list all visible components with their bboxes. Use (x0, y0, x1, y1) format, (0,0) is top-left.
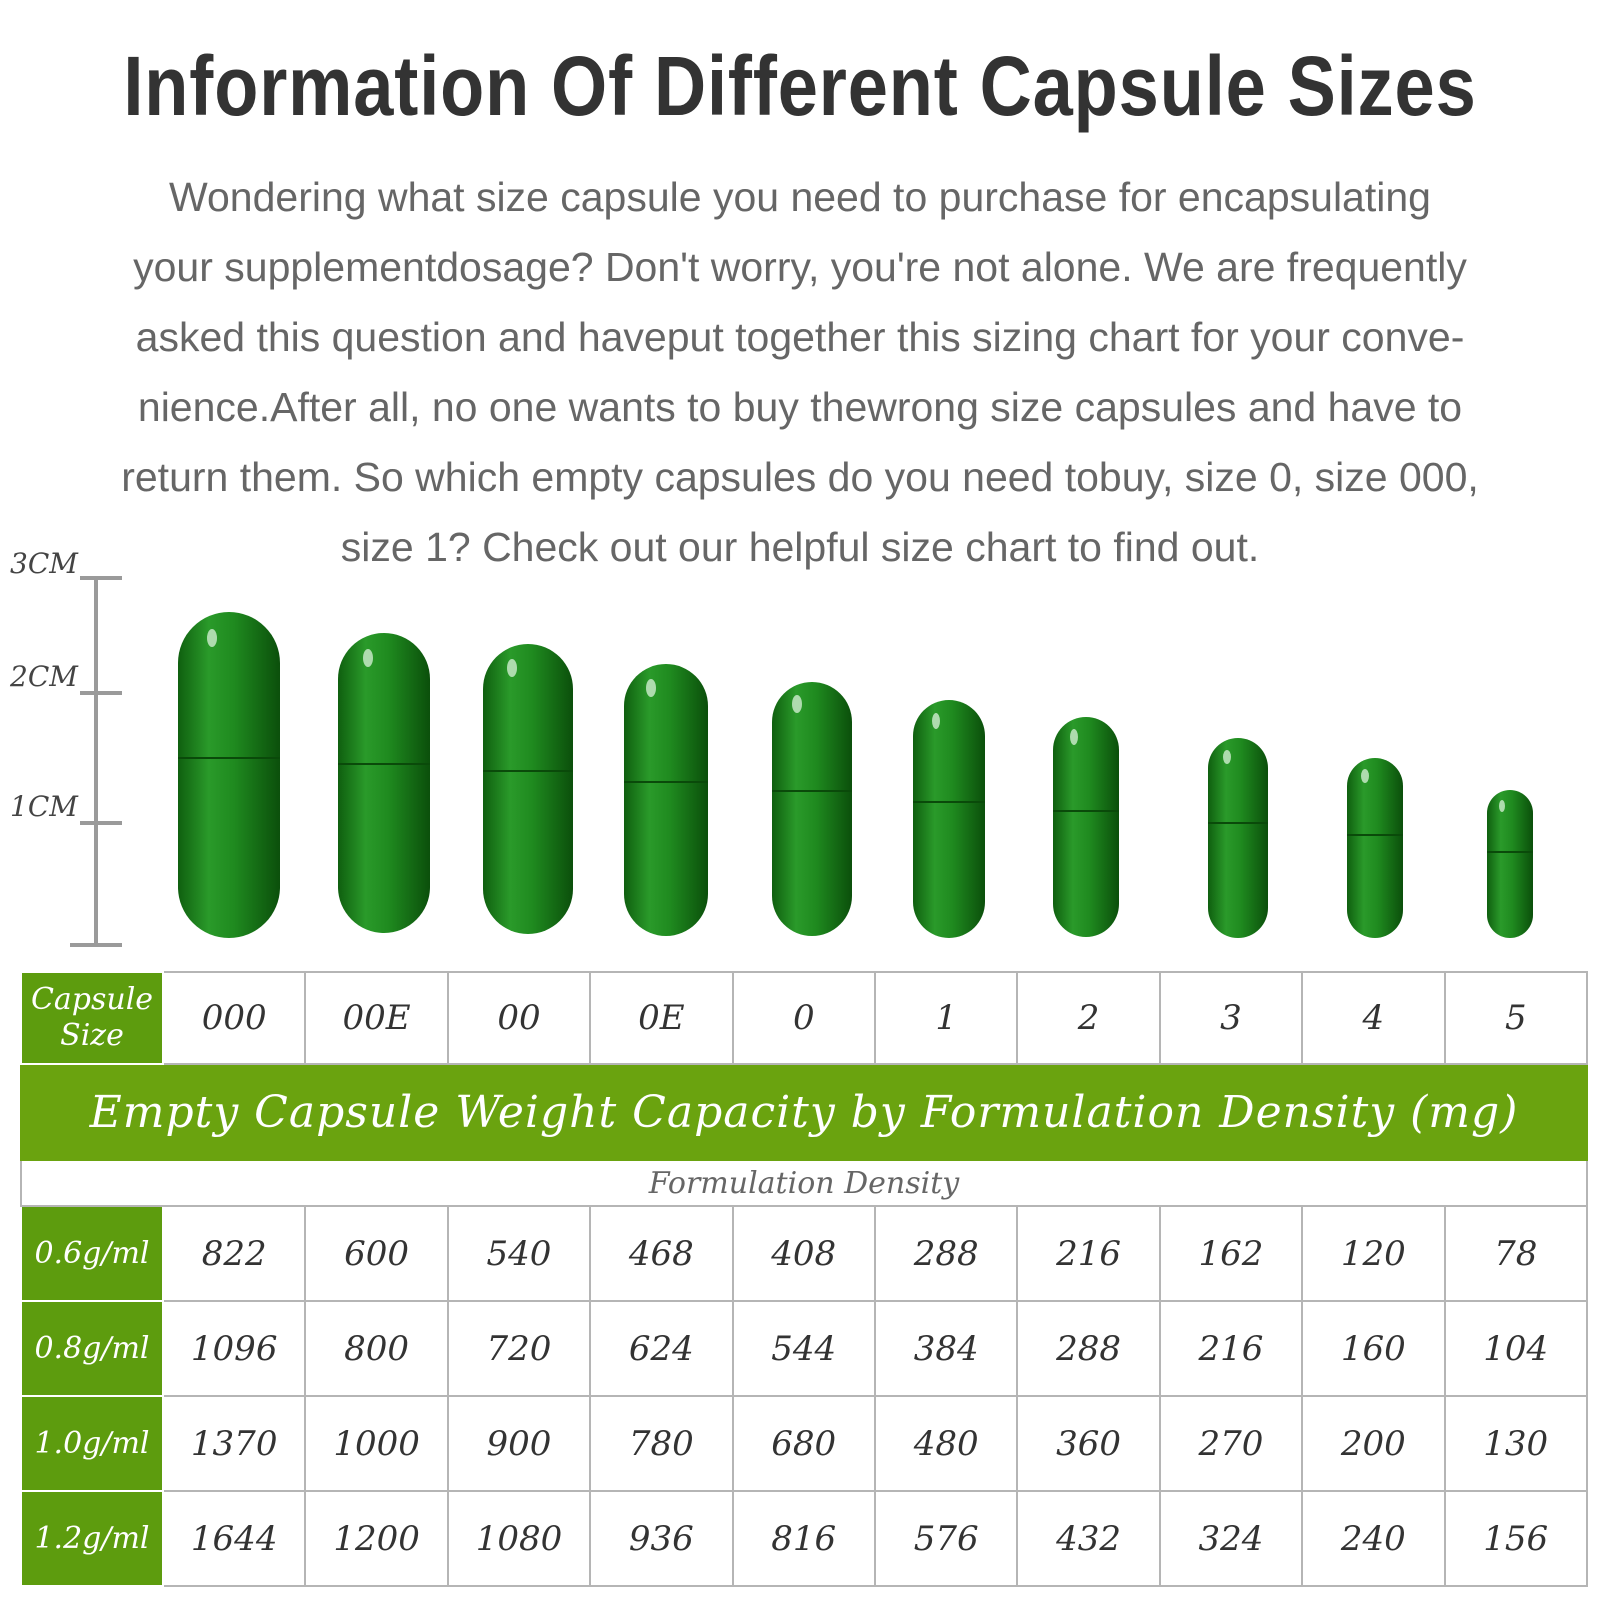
intro-line: asked this question and haveput together… (135, 314, 1465, 360)
value-cell: 324 (1158, 1490, 1304, 1587)
capsule-4 (1347, 758, 1403, 938)
value-cell: 624 (589, 1300, 734, 1397)
capsule-0 (772, 682, 852, 936)
density-label: 1.2g/ml (20, 1490, 164, 1587)
capsule-5 (1487, 790, 1533, 938)
value-cell: 200 (1301, 1395, 1446, 1492)
value-cell: 288 (873, 1205, 1019, 1302)
size-cell: 4 (1301, 971, 1446, 1065)
value-cell: 1200 (304, 1490, 449, 1587)
intro-paragraph: Wondering what size capsule you need to … (40, 162, 1560, 582)
value-cell: 544 (731, 1300, 876, 1397)
size-cell: 0 (731, 971, 876, 1065)
intro-line: Wondering what size capsule you need to … (169, 174, 1431, 220)
density-label: 1.0g/ml (20, 1395, 164, 1492)
value-cell: 1000 (304, 1395, 449, 1492)
value-cell: 480 (873, 1395, 1019, 1492)
value-cell: 240 (1301, 1490, 1446, 1587)
table-row: 0.8g/ml 1096 800 720 624 544 384 288 216… (20, 1300, 1589, 1397)
size-cell: 1 (873, 971, 1019, 1065)
value-cell: 432 (1016, 1490, 1161, 1587)
table-row: 1.0g/ml 1370 1000 900 780 680 480 360 27… (20, 1395, 1589, 1492)
value-cell: 1080 (446, 1490, 592, 1587)
value-cell: 130 (1443, 1395, 1589, 1492)
capsule-capacity-table: Capsule Size 000 00E 00 0E 0 1 2 3 4 5 Em… (20, 971, 1589, 1587)
density-label: 0.8g/ml (20, 1300, 164, 1397)
scale-label-2cm: 2CM (10, 660, 78, 693)
ruler (70, 576, 122, 947)
density-label: 0.6g/ml (20, 1205, 164, 1302)
table-banner-row: Empty Capsule Weight Capacity by Formula… (20, 1063, 1588, 1161)
formulation-density-label: Formulation Density (20, 1159, 1588, 1207)
value-cell: 816 (731, 1490, 876, 1587)
size-cell: 00E (304, 971, 449, 1065)
table-row: 0.6g/ml 822 600 540 468 408 288 216 162 … (20, 1205, 1589, 1302)
capsule-size-header-word: Size (60, 1018, 124, 1053)
intro-line: nience.After all, no one wants to buy th… (137, 384, 1463, 430)
value-cell: 576 (873, 1490, 1019, 1587)
value-cell: 680 (731, 1395, 876, 1492)
value-cell: 162 (1158, 1205, 1304, 1302)
value-cell: 216 (1158, 1300, 1304, 1397)
value-cell: 780 (589, 1395, 734, 1492)
capsule-2 (1053, 717, 1119, 937)
capsule-size-header: Capsule Size (20, 971, 164, 1065)
value-cell: 384 (873, 1300, 1019, 1397)
capsule-1 (913, 700, 985, 938)
value-cell: 360 (1016, 1395, 1161, 1492)
value-cell: 288 (1016, 1300, 1161, 1397)
value-cell: 540 (446, 1205, 592, 1302)
value-cell: 822 (161, 1205, 307, 1302)
value-cell: 600 (304, 1205, 449, 1302)
capsule-000 (178, 612, 280, 938)
capsule-0e (624, 664, 708, 936)
capsule-00e (338, 633, 430, 933)
value-cell: 216 (1016, 1205, 1161, 1302)
value-cell: 1644 (161, 1490, 307, 1587)
value-cell: 104 (1443, 1300, 1589, 1397)
size-cell: 5 (1443, 971, 1589, 1065)
value-cell: 1370 (161, 1395, 307, 1492)
value-cell: 160 (1301, 1300, 1446, 1397)
scale-label-3cm: 3CM (10, 547, 78, 580)
value-cell: 156 (1443, 1490, 1589, 1587)
value-cell: 408 (731, 1205, 876, 1302)
capsule-size-illustration (70, 576, 1533, 947)
value-cell: 936 (589, 1490, 734, 1587)
intro-line: return them. So which empty capsules do … (121, 454, 1479, 500)
capacity-banner: Empty Capsule Weight Capacity by Formula… (20, 1063, 1588, 1161)
value-cell: 120 (1301, 1205, 1446, 1302)
intro-line: size 1? Check out our helpful size chart… (340, 524, 1260, 570)
value-cell: 78 (1443, 1205, 1589, 1302)
size-cell: 000 (161, 971, 307, 1065)
size-cell: 3 (1158, 971, 1304, 1065)
page-title: Information Of Different Capsule Sizes (123, 39, 1477, 133)
capsule-size-header-word: Capsule (30, 982, 154, 1017)
value-cell: 1096 (161, 1300, 307, 1397)
value-cell: 468 (589, 1205, 734, 1302)
capsule-00 (483, 644, 573, 934)
value-cell: 900 (446, 1395, 592, 1492)
value-cell: 270 (1158, 1395, 1304, 1492)
scale-label-1cm: 1CM (10, 790, 78, 823)
intro-line: your supplementdosage? Don't worry, you'… (133, 244, 1467, 290)
value-cell: 720 (446, 1300, 592, 1397)
table-row: 1.2g/ml 1644 1200 1080 936 816 576 432 3… (20, 1490, 1589, 1587)
size-cell: 00 (446, 971, 592, 1065)
table-row-sizes: Capsule Size 000 00E 00 0E 0 1 2 3 4 5 (20, 971, 1589, 1065)
size-cell: 0E (589, 971, 734, 1065)
value-cell: 800 (304, 1300, 449, 1397)
capsule-3 (1208, 738, 1268, 938)
table-subheader-row: Formulation Density (20, 1159, 1588, 1207)
size-cell: 2 (1016, 971, 1161, 1065)
